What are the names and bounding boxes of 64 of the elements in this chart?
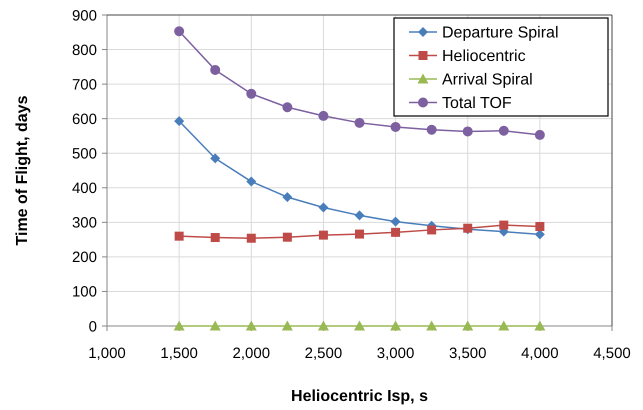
legend-label: Departure Spiral [442,24,558,42]
point [246,234,256,243]
point [318,320,329,330]
point [210,320,221,330]
point [282,192,292,202]
x-tick-label: 2,000 [232,345,270,362]
point [534,229,545,240]
y-tick-label: 100 [72,284,97,301]
y-tick-label: 200 [72,249,97,266]
point [246,88,256,99]
point [246,176,256,187]
point [354,118,364,128]
y-tick-label: 300 [72,214,97,232]
point [535,222,544,231]
point [282,320,293,330]
point [318,110,328,121]
point [210,64,220,75]
point [246,320,257,330]
point [534,320,546,330]
x-tick-label: 4,000 [521,345,559,362]
x-tick-label: 1,000 [88,345,126,362]
point [498,320,510,330]
y-tick-label: 600 [72,110,97,128]
point [210,233,220,242]
legend-label: Arrival Spiral [442,72,533,89]
point [534,130,545,140]
x-tick-label: 4,500 [593,345,631,362]
point [210,153,220,164]
legend-label: Total TOF [442,95,512,112]
point [426,320,438,330]
y-axis-title: Time of Flight, days [14,95,31,246]
point [282,232,292,242]
point [355,230,364,239]
point [282,102,292,112]
point [174,320,185,330]
y-tick-label: 900 [72,7,97,24]
point [390,122,401,132]
point [390,320,402,330]
point [174,116,184,126]
point [354,320,365,330]
point [174,232,184,241]
y-tick-label: 400 [72,180,97,198]
y-tick-label: 500 [72,145,97,162]
point [391,228,400,237]
point [499,220,508,230]
point [318,202,328,212]
point [390,216,401,227]
y-tick-label: 800 [72,42,97,59]
point [462,320,474,330]
point [462,126,473,136]
point [318,230,328,240]
y-tick-label: 700 [72,76,97,94]
point [354,210,364,220]
point [174,26,184,36]
point [427,225,436,234]
point [426,124,437,135]
x-tick-label: 2,500 [304,345,342,362]
point [498,126,509,136]
y-tick-label: 0 [88,318,97,336]
x-tick-label: 1,500 [160,345,198,362]
x-tick-label: 3,000 [376,345,414,362]
x-tick-label: 3,500 [448,345,486,362]
legend-label: Heliocentric [442,48,526,66]
x-axis-title: Heliocentric Isp, s [291,388,428,405]
